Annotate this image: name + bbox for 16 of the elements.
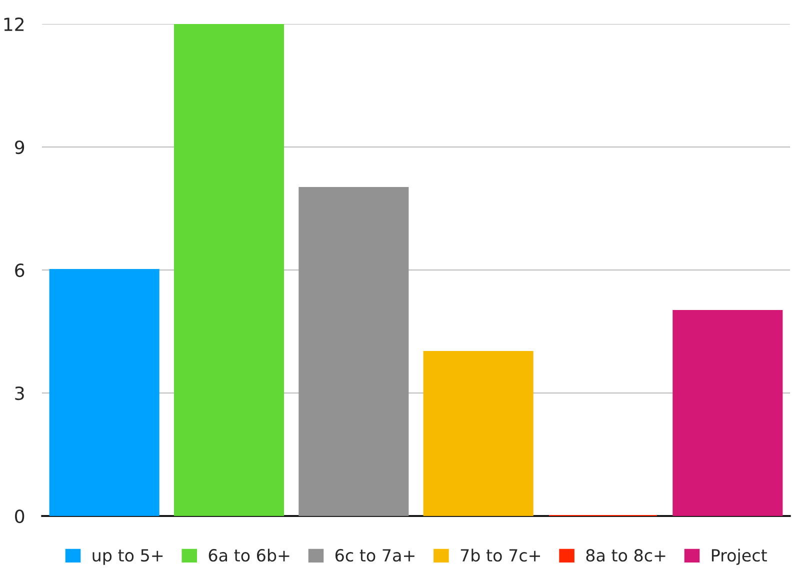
- y-tick-label: 12: [4, 17, 24, 31]
- bar: [49, 268, 160, 516]
- legend-label: 8a to 8c+: [586, 549, 666, 562]
- legend-label: up to 5+: [92, 549, 163, 565]
- y-tick-label: 3: [15, 386, 24, 400]
- y-tick-label: 9: [14, 140, 24, 154]
- bar: [672, 310, 783, 516]
- y-tick-label: 0: [15, 509, 24, 524]
- legend-label: 6a to 6b+: [208, 548, 290, 562]
- bar: [423, 350, 534, 516]
- legend-label: Project: [712, 548, 767, 565]
- bar: [174, 24, 284, 516]
- y-tick-label: 6: [15, 263, 24, 278]
- legend-label: 6c to 7a+: [335, 549, 414, 562]
- legend-label: 7b to 7c+: [460, 548, 540, 562]
- bar: [298, 186, 409, 516]
